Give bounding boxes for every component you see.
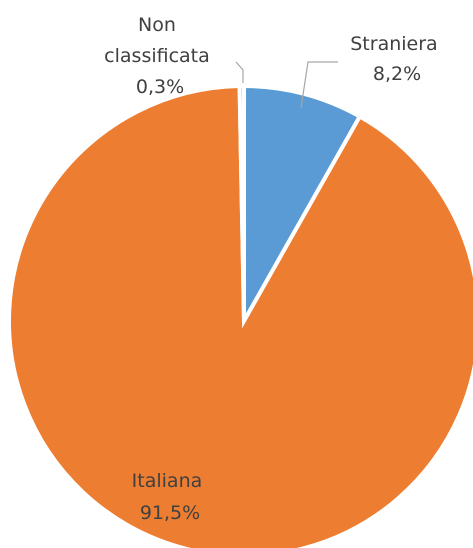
label-non-classificata-line1: Non — [138, 14, 176, 36]
label-italiana: Italiana 91,5% — [132, 470, 209, 524]
leader-line-non-classificata — [235, 61, 244, 83]
leader-line-straniera — [300, 61, 338, 109]
label-italiana-value: 91,5% — [140, 502, 200, 524]
leader-lines — [235, 61, 338, 109]
pie-slices — [7, 83, 473, 548]
label-straniera-value: 8,2% — [373, 63, 421, 85]
label-italiana-name: Italiana — [132, 470, 203, 492]
pie-slice-non-classificata — [237, 83, 246, 322]
pie-slice-straniera — [242, 83, 363, 329]
pie-slice-italiana — [7, 83, 473, 548]
label-non-classificata-value: 0,3% — [136, 76, 184, 98]
label-non-classificata-line2: classificata — [104, 45, 210, 67]
label-straniera: Straniera 8,2% — [350, 33, 443, 85]
label-straniera-name: Straniera — [350, 33, 437, 55]
label-non-classificata: Non classificata 0,3% — [104, 14, 216, 98]
data-labels: Non classificata 0,3% Straniera 8,2% Ita… — [104, 14, 443, 524]
